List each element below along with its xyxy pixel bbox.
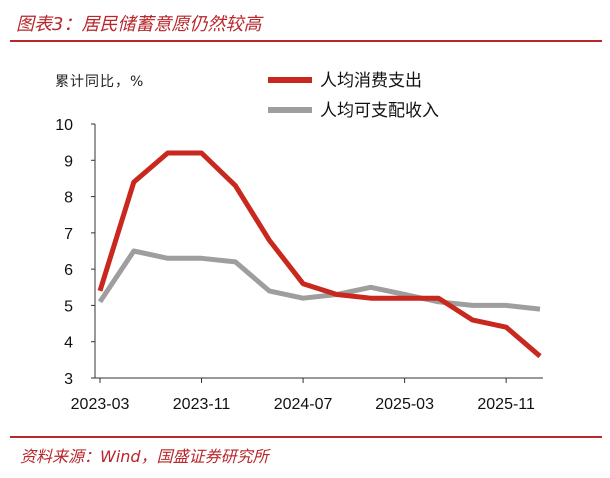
x-tick-label: 2024-07 [274,396,333,413]
figure-title: 图表3：居民储蓄意愿仍然较高 [16,14,262,35]
series-line-income [97,248,541,312]
y-tick-label: 8 [64,190,73,207]
y-axis-label: 累计同比，% [55,74,144,90]
y-tick-label: 4 [64,335,73,352]
top-rule [10,40,602,42]
y-tick-label: 5 [64,298,73,315]
legend: 人均消费支出 人均可支配收入 [268,71,439,121]
y-tick-label: 10 [55,117,73,134]
x-tick-label: 2025-03 [375,396,434,413]
bottom-rule [10,436,602,438]
y-tick-label: 3 [64,371,73,388]
x-tick-label: 2025-11 [477,396,535,413]
x-tick-label: 2023-03 [71,396,130,413]
legend-label-consumption: 人均消费支出 [320,71,422,91]
axes: 3 4 5 6 7 8 9 10 2023-03 2023-11 2024-07 2025-03 202… [55,117,543,413]
series-layer [97,150,542,359]
series-line-consumption [97,150,542,359]
x-tick-label: 2023-11 [173,396,231,413]
y-tick-label: 9 [64,153,73,170]
y-tick-label: 6 [64,262,73,279]
legend-label-income: 人均可支配收入 [320,101,439,121]
y-tick-label: 7 [64,226,73,243]
source-note: 资料来源：Wind，国盛证券研究所 [20,447,269,466]
